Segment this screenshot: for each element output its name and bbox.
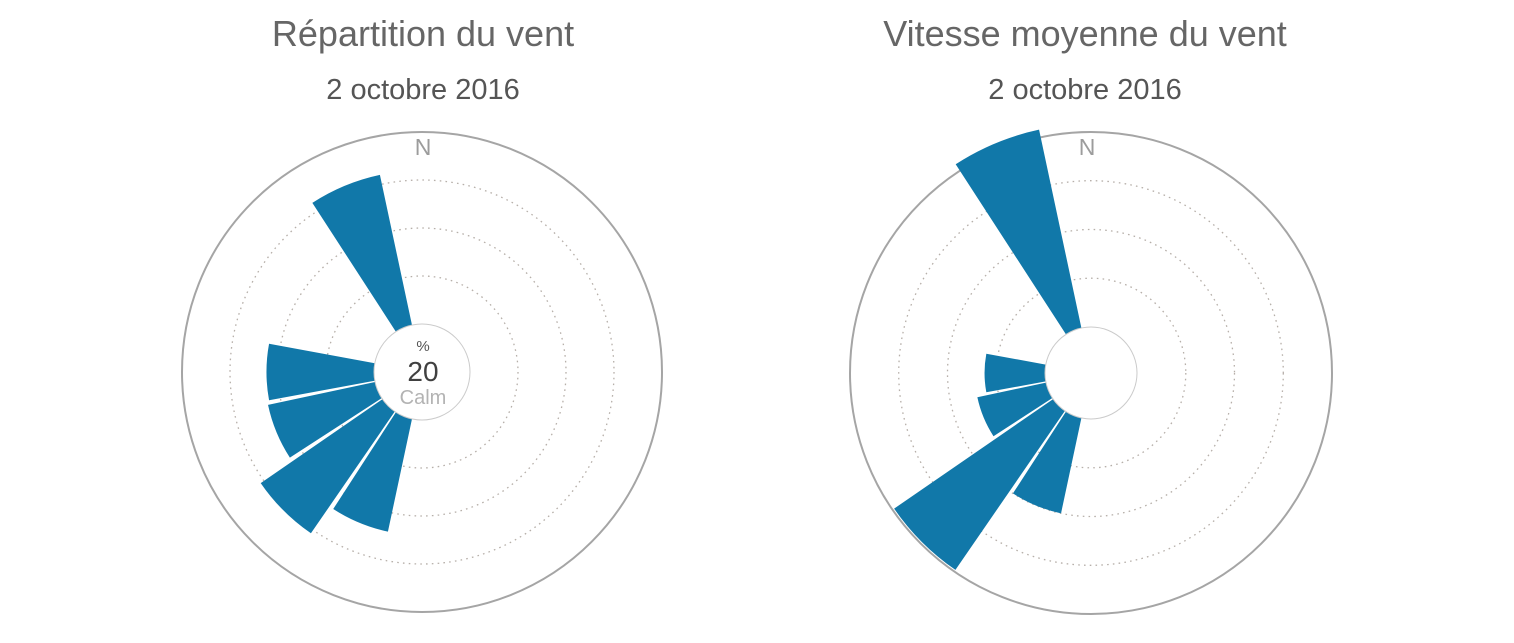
north-direction-label: N xyxy=(414,134,432,160)
petal-W xyxy=(984,353,1046,393)
wind-rose-chart-vitesse xyxy=(849,129,1333,615)
chart-subtitle-repartition: 2 octobre 2016 xyxy=(326,74,520,106)
petal-SSW xyxy=(333,412,412,532)
calm-unit-label: % xyxy=(416,338,430,355)
petal-SW xyxy=(260,399,395,534)
polar-axis-outer-circle xyxy=(849,131,1333,615)
chart-title-vitesse: Vitesse moyenne du vent xyxy=(883,13,1287,54)
petal-WSW xyxy=(977,382,1053,437)
wind-rose-chart-repartition xyxy=(181,131,663,613)
petal-NNW xyxy=(955,129,1082,335)
petal-SSW xyxy=(1012,411,1082,514)
chart-subtitle-vitesse: 2 octobre 2016 xyxy=(988,74,1182,106)
polar-axis-outer-circle xyxy=(181,131,663,613)
polar-grid-ring xyxy=(946,228,1236,518)
center-hole-circle xyxy=(373,323,471,421)
calm-value-label: 20 xyxy=(407,356,439,387)
polar-grid-ring xyxy=(898,180,1284,566)
petal-NNW xyxy=(312,174,412,332)
north-direction-label: N xyxy=(1078,134,1096,160)
polar-grid-ring xyxy=(277,227,567,517)
petal-W xyxy=(266,343,375,401)
calm-text-label: Calm xyxy=(399,387,447,409)
polar-grid-ring xyxy=(325,275,519,469)
calm-center-label: % 20 Calm xyxy=(400,337,447,410)
chart-title-repartition: Répartition du vent xyxy=(271,13,575,54)
center-hole-circle xyxy=(1044,326,1138,420)
petal-WSW xyxy=(268,382,382,458)
petal-SW xyxy=(894,399,1065,570)
polar-grid-ring xyxy=(229,179,615,565)
